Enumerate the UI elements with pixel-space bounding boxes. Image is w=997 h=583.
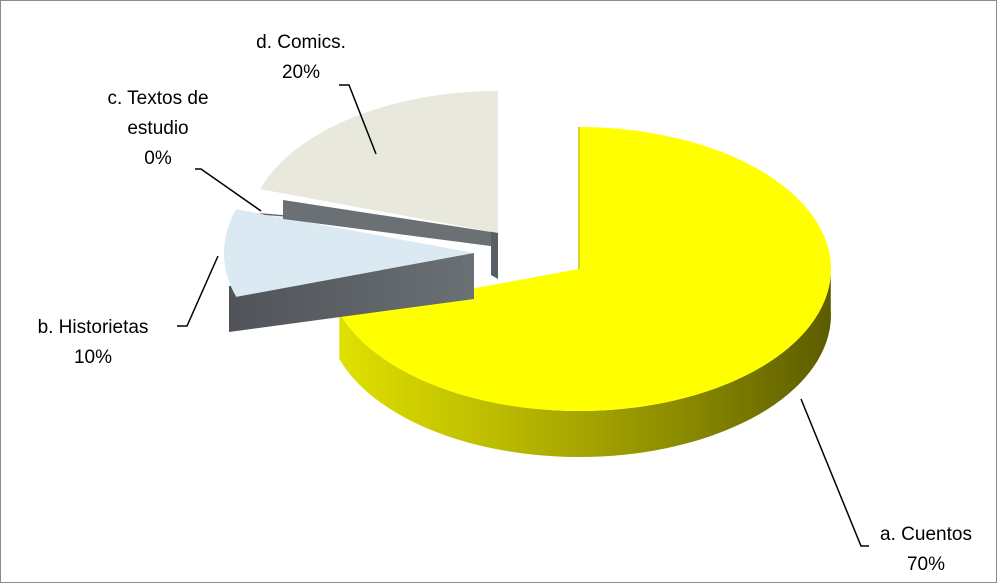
leader-historietas — [177, 255, 219, 327]
label-historietas: b. Historietas 10% — [38, 317, 149, 368]
label-textos-de-estudio: c. Textos de estudio 0% — [107, 88, 208, 169]
label-cuentos-line-1: a. Cuentos — [880, 524, 972, 545]
label-historietas-line-2: 10% — [74, 347, 112, 368]
slice-side-comics-left — [283, 200, 498, 247]
label-cuentos: a. Cuentos 70% — [880, 524, 972, 575]
slice-side-cuentos — [339, 264, 831, 458]
label-comics: d. Comics. 20% — [256, 32, 346, 83]
label-textos-de-estudio-line-2: estudio — [127, 118, 188, 139]
pie-marks — [223, 90, 831, 458]
leader-textos — [195, 168, 262, 212]
slice-comics — [260, 90, 498, 233]
slice-cuentos — [339, 127, 831, 411]
label-cuentos-line-2: 70% — [907, 554, 945, 575]
slice-side-historietas — [229, 253, 474, 332]
slice-historietas — [223, 209, 474, 297]
label-historietas-line-1: b. Historietas — [38, 317, 149, 338]
label-comics-line-2: 20% — [282, 62, 320, 83]
data-labels: a. Cuentos 70% b. Historietas 10% c. Textos … — [38, 32, 972, 575]
label-comics-line-1: d. Comics. — [256, 32, 346, 53]
leader-lines — [177, 84, 869, 547]
label-textos-de-estudio-line-1: c. Textos de — [107, 88, 208, 109]
leader-comics — [339, 84, 377, 155]
label-textos-de-estudio-line-3: 0% — [144, 148, 172, 169]
leader-cuentos — [800, 398, 869, 547]
